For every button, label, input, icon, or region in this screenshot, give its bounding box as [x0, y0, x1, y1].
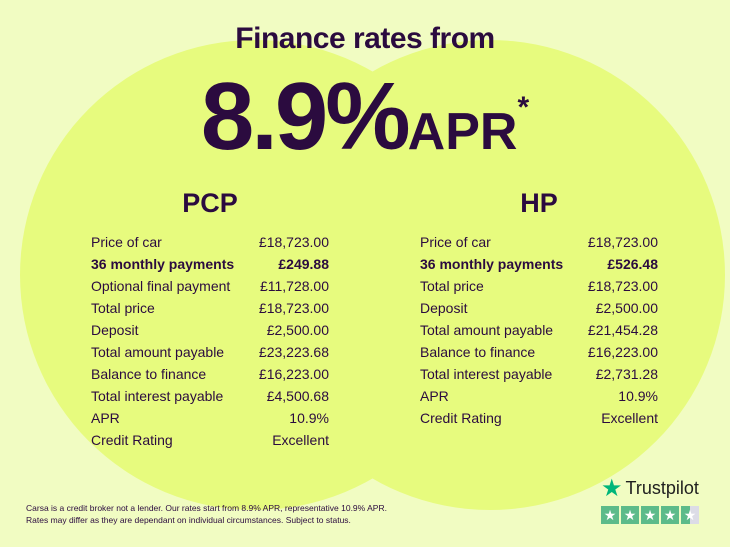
table-row: Total interest payable £2,731.28: [420, 363, 658, 385]
table-row: Price of car £18,723.00: [420, 231, 658, 253]
row-value: £18,723.00: [587, 234, 658, 250]
table-row: Total price £18,723.00: [91, 297, 329, 319]
table-row: Total amount payable £23,223.68: [91, 341, 329, 363]
row-label: Balance to finance: [91, 366, 207, 382]
row-value: £21,454.28: [587, 322, 658, 338]
row-label: Total price: [91, 300, 155, 316]
rating-star-icon: ★: [641, 506, 659, 524]
row-value: Excellent: [272, 432, 329, 448]
row-label: Total price: [420, 278, 484, 294]
rating-star-icon: ★: [661, 506, 679, 524]
row-value: £2,500.00: [595, 300, 658, 316]
trustpilot-rating-stars: ★ ★ ★ ★ ★: [601, 506, 699, 524]
table-row: Deposit £2,500.00: [91, 319, 329, 341]
hp-title: HP: [520, 188, 558, 218]
row-value: £18,723.00: [258, 300, 329, 316]
row-value: Excellent: [601, 410, 658, 426]
disclaimer-line-2: Rates may differ as they are dependant o…: [26, 515, 351, 525]
row-label: Total amount payable: [91, 344, 225, 360]
row-label: APR: [420, 388, 449, 404]
row-label: Total interest payable: [420, 366, 553, 382]
row-label: Balance to finance: [420, 344, 536, 360]
table-row: APR 10.9%: [91, 407, 329, 429]
row-label: Credit Rating: [420, 410, 502, 426]
row-label: Price of car: [420, 234, 491, 250]
row-value: £16,223.00: [587, 344, 658, 360]
table-row: Credit Rating Excellent: [420, 407, 658, 429]
table-row: Credit Rating Excellent: [91, 429, 329, 451]
row-value: £18,723.00: [587, 278, 658, 294]
star-icon: ★: [601, 475, 623, 502]
row-label: Price of car: [91, 234, 162, 250]
row-label: Optional final payment: [91, 278, 231, 294]
row-value: £4,500.68: [266, 388, 329, 404]
trustpilot-name: Trustpilot: [625, 478, 699, 498]
row-value: £23,223.68: [258, 344, 329, 360]
headline-rate: 8.9%APR*: [0, 62, 730, 172]
rate-value: 8.9%: [200, 63, 411, 170]
table-row: Total amount payable £21,454.28: [420, 319, 658, 341]
table-row: Balance to finance £16,223.00: [420, 341, 658, 363]
table-row: Balance to finance £16,223.00: [91, 363, 329, 385]
disclaimer-line-1: Carsa is a credit broker not a lender. O…: [26, 503, 387, 513]
pcp-title: PCP: [182, 188, 238, 218]
table-row: Price of car £18,723.00: [91, 231, 329, 253]
hp-table: HP Price of car £18,723.00 36 monthly paym…: [420, 188, 658, 429]
row-value: £16,223.00: [258, 366, 329, 382]
row-label: Total amount payable: [420, 322, 554, 338]
rating-star-icon: ★: [621, 506, 639, 524]
table-row: Total interest payable £4,500.68: [91, 385, 329, 407]
asterisk: *: [517, 91, 530, 124]
row-label: Credit Rating: [91, 432, 173, 448]
row-value: £2,731.28: [595, 366, 658, 382]
row-label: 36 monthly payments: [91, 256, 235, 272]
row-value: 10.9%: [289, 410, 329, 426]
row-value: 10.9%: [618, 388, 658, 404]
table-row: 36 monthly payments £249.88: [91, 253, 329, 275]
row-label: 36 monthly payments: [420, 256, 564, 272]
table-row: Optional final payment £11,728.00: [91, 275, 329, 297]
rating-star-icon: ★: [601, 506, 619, 524]
row-label: Total interest payable: [91, 388, 224, 404]
headline-title: Finance rates from: [235, 22, 495, 55]
rating-half-star-icon: ★: [681, 506, 699, 524]
row-value: £11,728.00: [259, 278, 329, 294]
table-row: APR 10.9%: [420, 385, 658, 407]
row-value: £526.48: [607, 256, 658, 272]
table-row: Total price £18,723.00: [420, 275, 658, 297]
row-value: £2,500.00: [266, 322, 329, 338]
table-row: 36 monthly payments £526.48: [420, 253, 658, 275]
row-value: £249.88: [278, 256, 329, 272]
trustpilot-badge[interactable]: ★ Trustpilot ★ ★ ★ ★ ★: [601, 474, 699, 524]
table-row: Deposit £2,500.00: [420, 297, 658, 319]
row-label: Deposit: [91, 322, 139, 338]
pcp-table: PCP Price of car £18,723.00 36 monthly pay…: [91, 188, 329, 451]
row-label: Deposit: [420, 300, 468, 316]
apr-label: APR: [407, 103, 518, 161]
background-circle-right: [255, 40, 725, 510]
row-value: £18,723.00: [258, 234, 329, 250]
row-label: APR: [91, 410, 120, 426]
disclaimer: Carsa is a credit broker not a lender. O…: [26, 502, 387, 526]
